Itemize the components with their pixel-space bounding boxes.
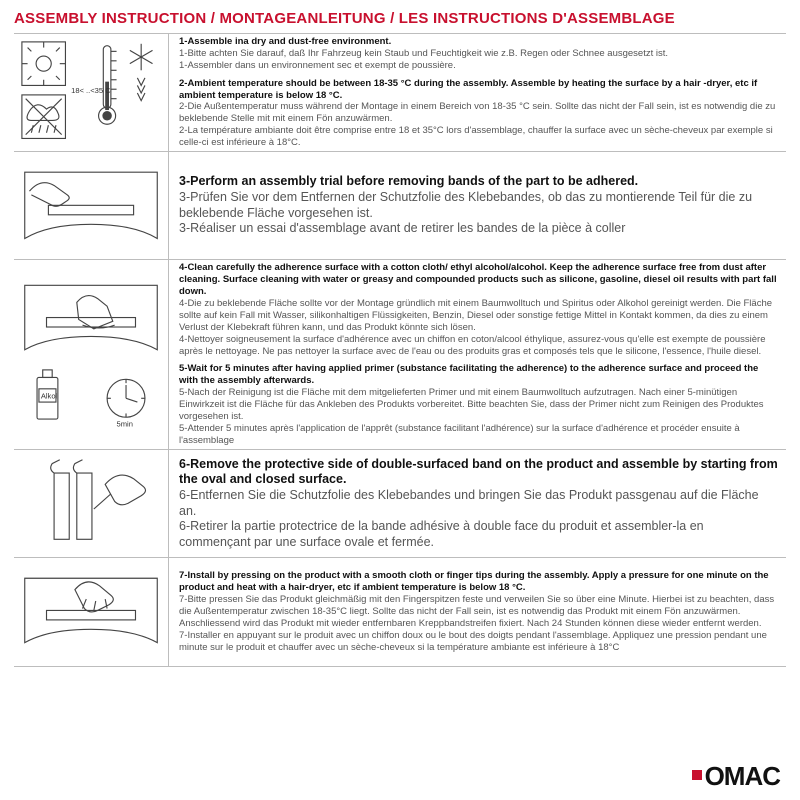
illustration-press bbox=[14, 558, 169, 666]
step-en: 3-Perform an assembly trial before remov… bbox=[179, 174, 778, 190]
step-3: 3-Perform an assembly trial before remov… bbox=[179, 174, 778, 237]
wait-label: 5min bbox=[117, 420, 133, 429]
instruction-sheet: ASSEMBLY INSTRUCTION / MONTAGEANLEITUNG … bbox=[0, 0, 800, 800]
step-en: 6-Remove the protective side of double-s… bbox=[179, 457, 778, 488]
step-fr: 3-Réaliser un essai d'assemblage avant d… bbox=[179, 221, 778, 237]
step-row: Alkol 5min 4-Clean carefully the adheren… bbox=[14, 259, 786, 449]
step-de: 5-Nach der Reinigung ist die Fläche mit … bbox=[179, 387, 778, 423]
step-en: 4-Clean carefully the adherence surface … bbox=[179, 262, 778, 298]
step-2: 2-Ambient temperature should be between … bbox=[179, 78, 778, 149]
step-de: 3-Prüfen Sie vor dem Entfernen der Schut… bbox=[179, 190, 778, 221]
temp-range-label: 18< ..<35 C bbox=[71, 86, 111, 95]
step-en: 7-Install by pressing on the product wit… bbox=[179, 570, 778, 594]
step-de: 1-Bitte achten Sie darauf, daß Ihr Fahrz… bbox=[179, 48, 778, 60]
step-row: 3-Perform an assembly trial before remov… bbox=[14, 151, 786, 259]
step-row: 7-Install by pressing on the product wit… bbox=[14, 557, 786, 667]
step-fr: 7-Installer en appuyant sur le produit a… bbox=[179, 630, 778, 654]
illustration-peel bbox=[14, 450, 169, 557]
step-row: 18< ..<35 C 1-Assemble ina dry and dust-… bbox=[14, 33, 786, 151]
step-6: 6-Remove the protective side of double-s… bbox=[179, 457, 778, 551]
primer-wait-icon: Alkol 5min bbox=[20, 368, 162, 434]
env-temp-icon: 18< ..<35 C bbox=[20, 40, 162, 144]
step-en: 1-Assemble ina dry and dust-free environ… bbox=[179, 36, 778, 48]
step-text: 3-Perform an assembly trial before remov… bbox=[169, 152, 786, 259]
illustration-clean-primer: Alkol 5min bbox=[14, 260, 169, 449]
step-de: 7-Bitte pressen Sie das Produkt gleichmä… bbox=[179, 594, 778, 630]
step-fr: 1-Assembler dans un environnement sec et… bbox=[179, 60, 778, 72]
step-de: 6-Entfernen Sie die Schutzfolie des Kleb… bbox=[179, 488, 778, 519]
brand-dot-icon bbox=[692, 770, 702, 780]
step-text: 7-Install by pressing on the product wit… bbox=[169, 558, 786, 666]
step-text: 4-Clean carefully the adherence surface … bbox=[169, 260, 786, 449]
step-fr: 2-La température ambiante doit être comp… bbox=[179, 125, 778, 149]
step-text: 6-Remove the protective side of double-s… bbox=[169, 450, 786, 557]
step-text: 1-Assemble ina dry and dust-free environ… bbox=[169, 34, 786, 151]
step-5: 5-Wait for 5 minutes after having applie… bbox=[179, 363, 778, 446]
step-7: 7-Install by pressing on the product wit… bbox=[179, 570, 778, 653]
brand-logo: OMAC bbox=[14, 757, 786, 792]
step-fr: 6-Retirer la partie protectrice de la ba… bbox=[179, 519, 778, 550]
alcohol-label: Alkol bbox=[41, 392, 58, 401]
step-fr: 4-Nettoyer soigneusement la surface d'ad… bbox=[179, 334, 778, 358]
clean-icon bbox=[20, 274, 162, 364]
step-row: 6-Remove the protective side of double-s… bbox=[14, 449, 786, 557]
trial-fit-icon bbox=[20, 158, 162, 253]
page-title: ASSEMBLY INSTRUCTION / MONTAGEANLEITUNG … bbox=[14, 8, 786, 33]
steps-container: 18< ..<35 C 1-Assemble ina dry and dust-… bbox=[14, 33, 786, 757]
step-de: 2-Die Außentemperatur muss während der M… bbox=[179, 101, 778, 125]
illustration-env-temp: 18< ..<35 C bbox=[14, 34, 169, 151]
step-en: 2-Ambient temperature should be between … bbox=[179, 78, 778, 102]
press-install-icon bbox=[20, 565, 162, 660]
step-en: 5-Wait for 5 minutes after having applie… bbox=[179, 363, 778, 387]
step-4: 4-Clean carefully the adherence surface … bbox=[179, 262, 778, 357]
illustration-trial bbox=[14, 152, 169, 259]
step-de: 4-Die zu beklebende Fläche sollte vor de… bbox=[179, 298, 778, 334]
peel-tape-icon bbox=[20, 456, 162, 551]
step-1: 1-Assemble ina dry and dust-free environ… bbox=[179, 36, 778, 72]
step-fr: 5-Attender 5 minutes après l'application… bbox=[179, 423, 778, 447]
brand-name: OMAC bbox=[705, 761, 780, 792]
